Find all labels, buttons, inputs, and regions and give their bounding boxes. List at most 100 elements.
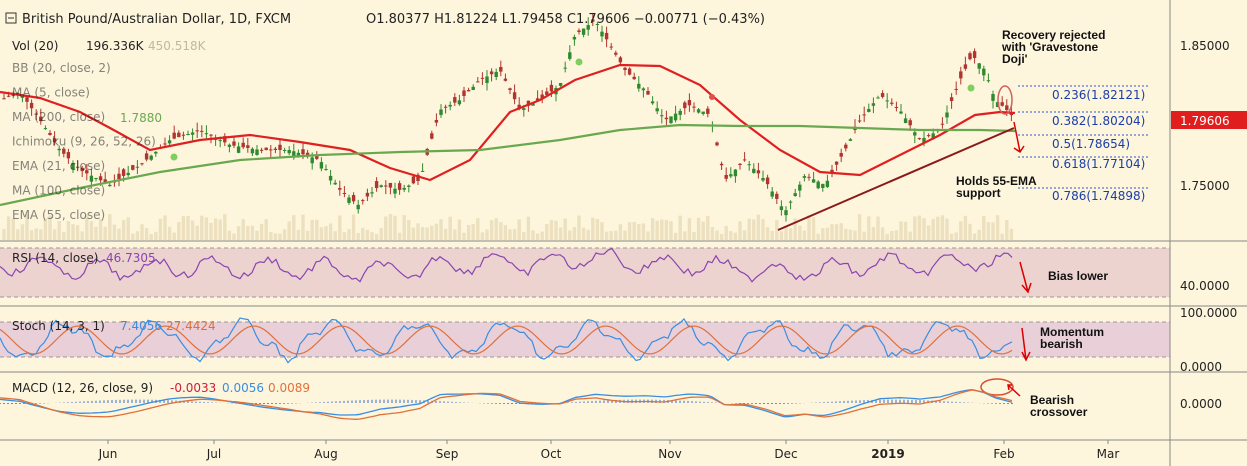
volume-bar xyxy=(862,231,866,240)
volume-bar xyxy=(494,218,498,240)
volume-bar xyxy=(683,231,687,240)
candle-body xyxy=(926,135,931,137)
support-note-2: support xyxy=(956,186,1001,200)
volume-bar xyxy=(775,219,779,240)
vol-value-2: 450.518K xyxy=(148,39,207,53)
volume-bar xyxy=(503,225,508,240)
macd-value-3: 0.0089 xyxy=(268,381,310,395)
volume-bar xyxy=(949,233,954,240)
volume-bar xyxy=(425,227,429,240)
candle-body xyxy=(301,149,305,155)
candle-body xyxy=(485,76,489,84)
volume-bar xyxy=(453,229,457,240)
candle-body xyxy=(857,120,862,122)
candle-body xyxy=(931,133,935,139)
candle-body xyxy=(149,155,153,160)
volume-bar xyxy=(112,224,117,240)
volume-bar xyxy=(540,231,544,240)
candle-body xyxy=(154,151,158,154)
volume-bar xyxy=(733,232,738,240)
volume-bar xyxy=(361,227,365,240)
candle-body xyxy=(922,138,926,144)
rsi-tick: 40.0000 xyxy=(1180,279,1230,293)
fib-05: 0.5(1.78654) xyxy=(1052,137,1130,151)
candle-body xyxy=(577,30,581,32)
candle-body xyxy=(834,161,839,165)
volume-bar xyxy=(476,218,480,240)
candle-body xyxy=(6,95,11,97)
volume-bar xyxy=(190,220,195,240)
volume-bars xyxy=(2,214,1014,240)
candle-body xyxy=(949,97,954,101)
candle-body xyxy=(508,88,512,90)
volume-bar xyxy=(706,215,710,240)
volume-bar xyxy=(43,218,48,240)
volume-bar xyxy=(103,226,107,240)
candle-body xyxy=(489,71,494,75)
macd-value-1: -0.0033 xyxy=(170,381,216,395)
collapse-icon[interactable] xyxy=(5,12,17,24)
candle-body xyxy=(830,169,834,173)
volume-bar xyxy=(618,224,623,240)
candle-body xyxy=(641,88,646,91)
candle-body xyxy=(715,142,719,146)
volume-bar xyxy=(52,229,57,240)
candle-body xyxy=(563,67,567,69)
volume-bar xyxy=(338,215,342,240)
x-axis-label: Oct xyxy=(541,447,562,461)
candle-body xyxy=(480,77,485,79)
volume-bar xyxy=(448,216,452,240)
volume-bar xyxy=(664,219,669,240)
candle-body xyxy=(844,144,848,149)
support-trendline xyxy=(777,127,1015,231)
volume-bar xyxy=(328,223,333,240)
volume-bar xyxy=(305,230,310,240)
candle-body xyxy=(269,149,273,151)
candle-body xyxy=(729,174,733,177)
marker-dot xyxy=(967,84,975,92)
volume-bar xyxy=(848,229,853,240)
candle-body xyxy=(733,169,738,177)
volume-bar xyxy=(34,228,38,240)
volume-bar xyxy=(282,229,287,240)
candle-body xyxy=(646,90,650,95)
volume-bar xyxy=(135,231,140,240)
candle-body xyxy=(982,68,986,76)
candle-body xyxy=(522,108,526,110)
indicator-label: BB (20, close, 2) xyxy=(12,61,111,75)
volume-bar xyxy=(779,231,784,240)
candle-body xyxy=(540,94,544,99)
candle-body xyxy=(1005,105,1009,110)
volume-bar xyxy=(71,224,75,240)
volume-bar xyxy=(6,216,11,240)
current-price-tag xyxy=(1171,111,1247,129)
marker-dot xyxy=(170,153,178,161)
volume-bar xyxy=(131,233,135,240)
volume-bar xyxy=(825,227,830,240)
candle-body xyxy=(25,97,29,102)
fib-lines xyxy=(1018,85,1150,189)
candle-body xyxy=(232,141,236,146)
candle-body xyxy=(876,97,880,99)
volume-bar xyxy=(66,221,71,240)
candle-body xyxy=(305,152,310,156)
volume-bar xyxy=(811,217,816,240)
volume-bar xyxy=(227,230,232,240)
candle-body xyxy=(959,71,963,79)
candle-body xyxy=(673,113,678,121)
volume-bar xyxy=(554,220,558,240)
macd-crossover-highlight xyxy=(980,378,1014,396)
candle-body xyxy=(80,167,84,172)
candle-body xyxy=(393,188,397,194)
volume-bar xyxy=(701,221,705,240)
volume-bar xyxy=(301,214,305,240)
volume-bar xyxy=(531,230,535,240)
volume-bar xyxy=(29,230,34,240)
volume-bar xyxy=(98,219,103,240)
volume-bar xyxy=(687,217,692,240)
volume-bar xyxy=(121,220,126,240)
volume-bar xyxy=(646,231,650,240)
stoch-k-line xyxy=(0,317,1013,364)
x-axis-label: Mar xyxy=(1097,447,1120,461)
